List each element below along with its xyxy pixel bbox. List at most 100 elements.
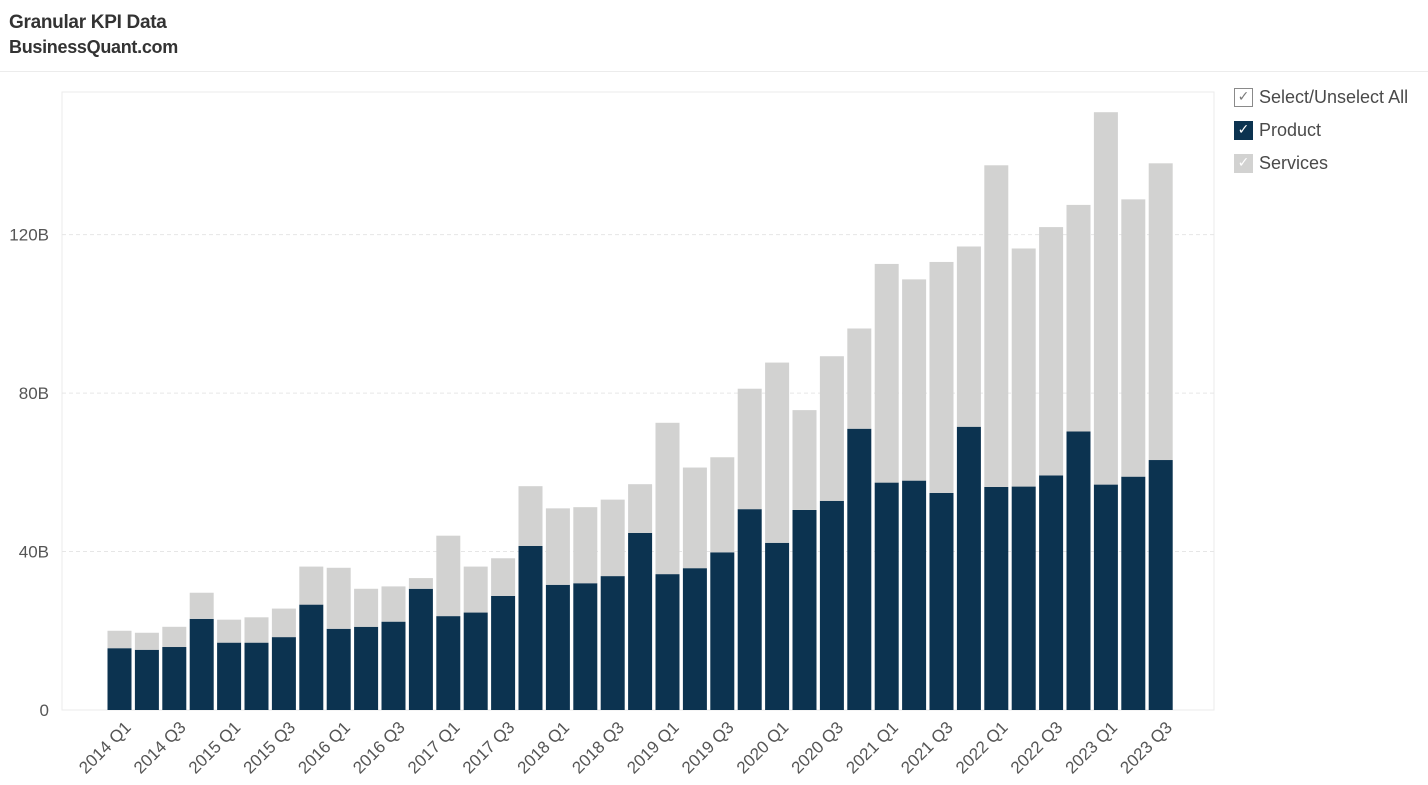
dashboard-subtitle: BusinessQuant.com (9, 37, 178, 57)
bar-services (1148, 163, 1173, 461)
x-tick-label: 2018 Q3 (568, 718, 628, 778)
x-tick-label: 2022 Q1 (952, 718, 1012, 778)
bar-product (354, 626, 379, 710)
legend-label-product: Product (1259, 119, 1322, 140)
bar-product (847, 428, 872, 710)
bar-services (1093, 112, 1118, 485)
checkbox-services[interactable]: ✓ (1234, 153, 1253, 173)
bar-services (162, 626, 187, 648)
bar-services (1011, 248, 1036, 487)
bar-product (408, 588, 433, 710)
bar-product (1011, 486, 1036, 710)
bar-services (436, 535, 461, 617)
checkbox-select-all[interactable]: ✓ (1234, 87, 1253, 107)
bar-product (1039, 475, 1064, 710)
bar-services (710, 457, 735, 553)
bar-services (1066, 204, 1091, 432)
bar-services (682, 467, 707, 569)
y-tick-label: 120B (9, 226, 49, 245)
bar-services (299, 566, 324, 605)
bar-product (162, 647, 187, 710)
bar-product (1066, 431, 1091, 710)
legend-item-select-all[interactable]: ✓ Select/Unselect All (1234, 86, 1408, 108)
bar-product (765, 542, 790, 710)
header: Granular KPI Data BusinessQuant.com (0, 0, 1428, 72)
bar-services (107, 630, 132, 649)
bar-product (299, 604, 324, 710)
bar-product (573, 583, 598, 710)
x-tick-label: 2020 Q1 (733, 718, 793, 778)
x-tick-label: 2015 Q1 (185, 718, 245, 778)
bar-product (628, 532, 653, 710)
bar-services (1039, 227, 1064, 476)
y-tick-label: 0 (40, 701, 49, 720)
bar-services (545, 508, 570, 585)
bar-product (929, 492, 954, 710)
bar-services (134, 632, 159, 650)
x-tick-label: 2023 Q3 (1116, 718, 1176, 778)
bar-services (929, 261, 954, 493)
bar-services (244, 617, 269, 643)
bar-services (655, 422, 680, 575)
bar-product (463, 612, 488, 710)
bar-product (491, 595, 516, 710)
bar-product (956, 426, 981, 710)
x-tick-label: 2021 Q1 (842, 718, 902, 778)
legend-item-services[interactable]: ✓ Services (1234, 152, 1408, 174)
bar-services (874, 263, 899, 483)
dashboard-title: Granular KPI Data (9, 12, 167, 33)
bar-services (819, 356, 844, 501)
bar-product (326, 628, 351, 710)
bar-product (1093, 484, 1118, 710)
bar-product (217, 642, 242, 710)
bar-product (902, 480, 927, 710)
legend-label-select-all: Select/Unselect All (1259, 86, 1409, 107)
bar-services (381, 586, 406, 622)
bar-product (710, 552, 735, 710)
bar-product (381, 621, 406, 710)
bar-services (271, 608, 296, 638)
bar-product (271, 637, 296, 710)
bar-product (874, 482, 899, 710)
bar-services (765, 362, 790, 543)
x-tick-label: 2017 Q1 (404, 718, 464, 778)
bar-product (518, 545, 543, 710)
bar-services (737, 388, 762, 510)
legend-label-services: Services (1259, 152, 1329, 173)
bar-services (354, 588, 379, 627)
x-tick-label: 2020 Q3 (788, 718, 848, 778)
bar-product (819, 500, 844, 710)
x-tick-label: 2015 Q3 (240, 718, 300, 778)
bar-product (244, 642, 269, 710)
bar-services (326, 567, 351, 629)
checkbox-product[interactable]: ✓ (1234, 120, 1253, 140)
bar-product (682, 568, 707, 710)
bar-services (463, 566, 488, 613)
x-tick-label: 2017 Q3 (459, 718, 519, 778)
bar-product (545, 584, 570, 710)
x-tick-label: 2019 Q1 (623, 718, 683, 778)
x-tick-label: 2014 Q3 (130, 718, 190, 778)
bar-services (1121, 199, 1146, 477)
legend-item-product[interactable]: ✓ Product (1234, 119, 1408, 141)
bar-product (189, 618, 214, 710)
bar-product (107, 648, 132, 710)
x-tick-label: 2016 Q1 (294, 718, 354, 778)
bar-services (628, 484, 653, 533)
bar-services (902, 279, 927, 481)
y-tick-label: 40B (19, 543, 49, 562)
x-tick-label: 2021 Q3 (897, 718, 957, 778)
bar-product (984, 486, 1009, 710)
bar-services (217, 619, 242, 643)
x-tick-label: 2022 Q3 (1007, 718, 1067, 778)
x-tick-label: 2016 Q3 (349, 718, 409, 778)
bar-services (600, 499, 625, 577)
bar-product (1148, 460, 1173, 710)
bar-services (518, 486, 543, 546)
bar-services (573, 507, 598, 584)
bar-product (737, 509, 762, 710)
bar-services (491, 558, 516, 596)
bar-product (1121, 476, 1146, 710)
bar-product (134, 649, 159, 710)
